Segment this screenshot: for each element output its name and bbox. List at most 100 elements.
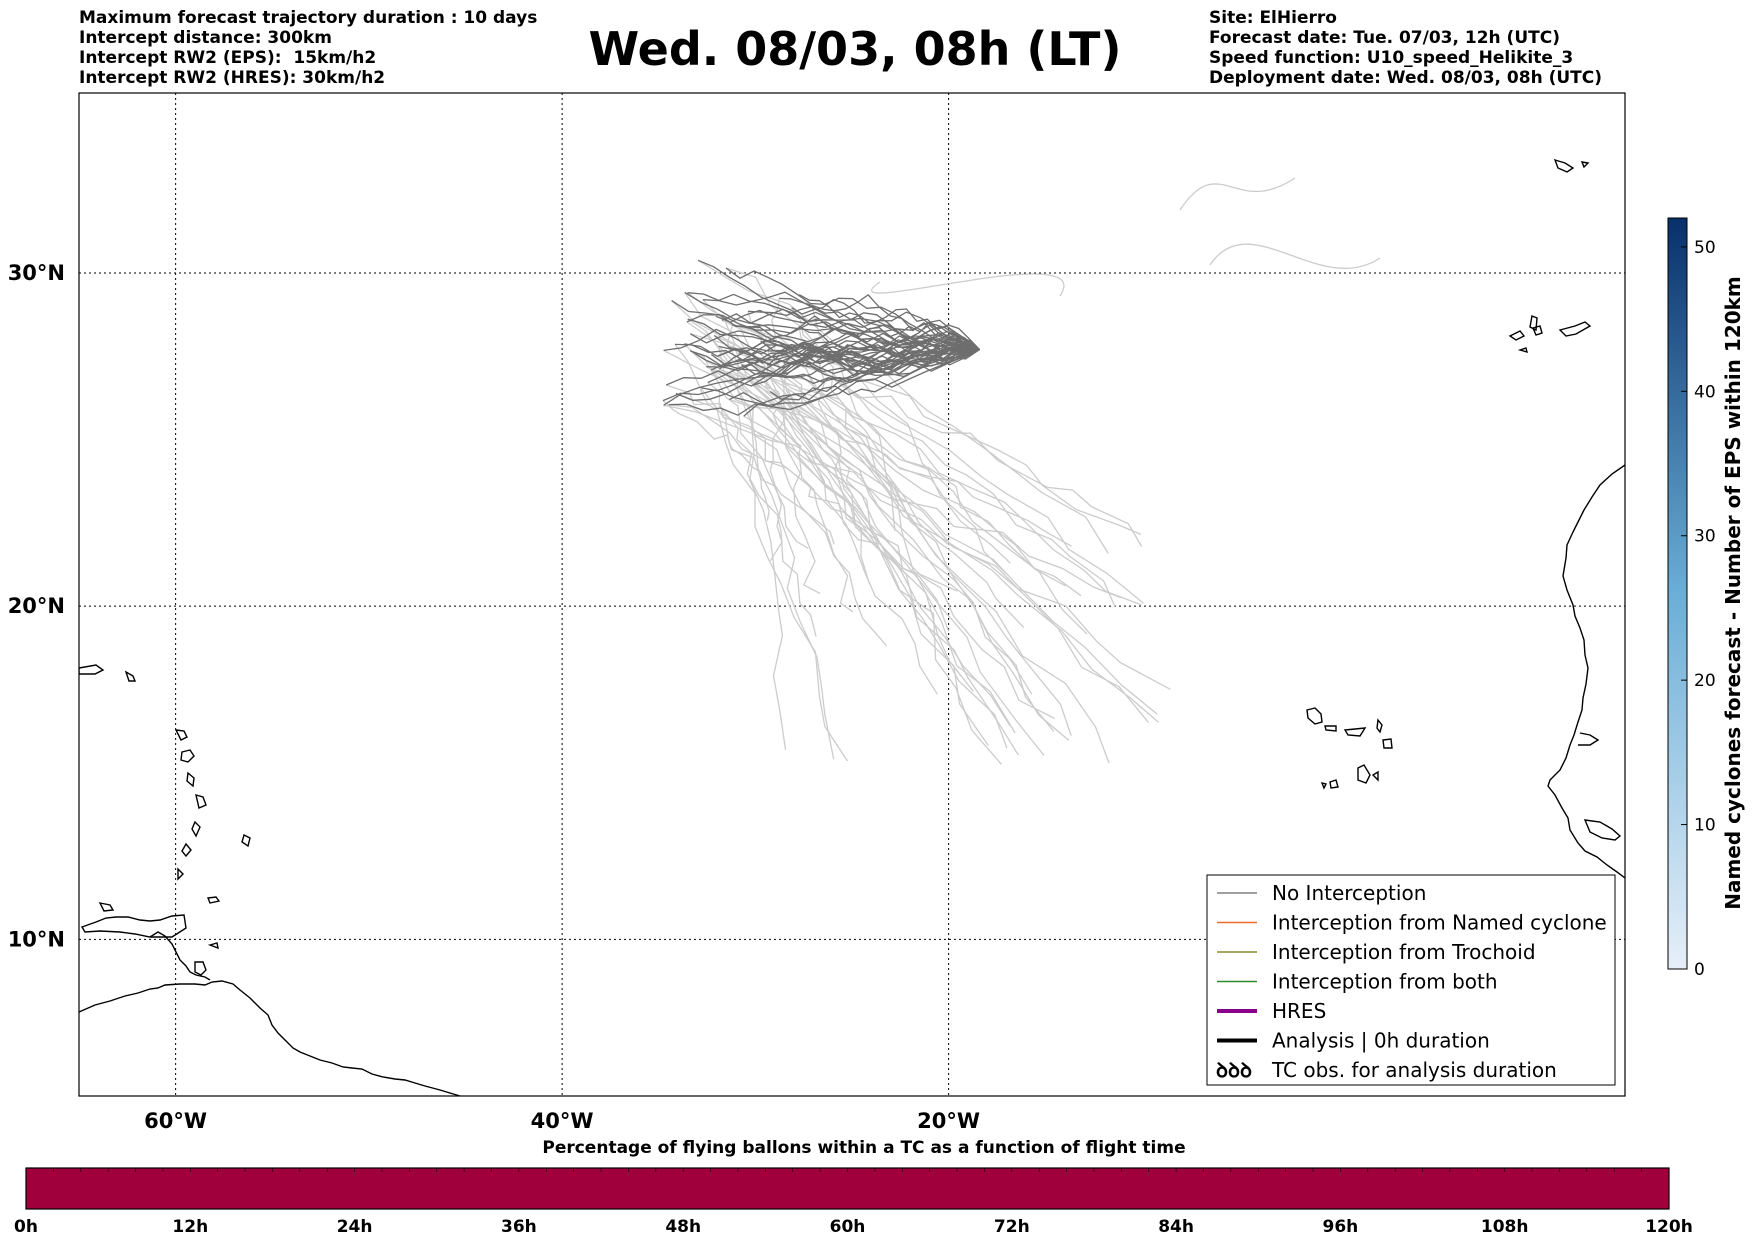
trajectory-faded (1209, 243, 1381, 269)
info-speed-function: Speed function: U10_speed_Helikite_3 (1209, 48, 1574, 68)
latitude-labels: 30°N 20°N 10°N (8, 261, 65, 951)
trajectory-faded (743, 415, 1056, 720)
trajectory-faded (783, 362, 1143, 547)
flight-time-tick-label: 108h (1481, 1217, 1529, 1237)
trajectory-faded (729, 398, 1072, 547)
flight-time-segment (1011, 1168, 1040, 1209)
flight-time-segment (1477, 1168, 1506, 1209)
flight-time-segment (902, 1168, 931, 1209)
flight-time-segment (655, 1168, 684, 1209)
flight-time-segment (1641, 1168, 1670, 1209)
colorbar-tick-label: 50 (1694, 238, 1716, 258)
legend-label: TC obs. for analysis duration (1271, 1058, 1557, 1082)
coastlines (79, 158, 1625, 1096)
flight-time-segment (1121, 1168, 1150, 1209)
flight-time-tick-label: 96h (1323, 1217, 1359, 1237)
flight-time-segment (683, 1168, 712, 1209)
legend-label: Analysis | 0h duration (1272, 1029, 1490, 1053)
map-gridlines (79, 93, 1625, 1096)
flight-time-segment (1586, 1168, 1615, 1209)
flight-time-segment (957, 1168, 985, 1209)
colorbar-tick-label: 10 (1694, 816, 1716, 836)
flight-time-segment (792, 1168, 821, 1209)
flight-time-segment (1504, 1168, 1533, 1209)
flight-time-segment (1313, 1168, 1341, 1209)
island-canary-el-hierro (1517, 347, 1528, 354)
trajectory-faded (684, 292, 1016, 734)
trajectory-dark (684, 337, 980, 357)
flight-time-segment (272, 1168, 301, 1209)
flight-time-segment (628, 1168, 657, 1209)
flight-time-segment (1395, 1168, 1424, 1209)
flight-time-segment (1422, 1168, 1451, 1209)
trajectory-dark (780, 341, 980, 375)
trajectory-faded (769, 390, 854, 613)
flight-time-segment (1203, 1168, 1232, 1209)
legend: No Interception Interception from Named c… (1206, 874, 1616, 1086)
longitude-labels: 60°W 40°W 20°W (144, 1109, 980, 1133)
trajectory-dark (662, 348, 980, 406)
trajectory-faded (725, 267, 1088, 635)
flight-time-segment (1285, 1168, 1314, 1209)
flight-time-segment (381, 1168, 410, 1209)
flight-time-segment (108, 1168, 137, 1209)
flight-time-segment (1559, 1168, 1588, 1209)
trajectory-dark (798, 294, 980, 351)
island-st-lucia (191, 820, 201, 838)
flight-time-segment (1093, 1168, 1122, 1209)
flight-time-segment (245, 1168, 273, 1209)
flight-time-segment (217, 1168, 246, 1209)
island-cape-verde-maio (1371, 770, 1379, 782)
island-tobago (207, 942, 219, 950)
coastline-guinea-bissau (1583, 819, 1622, 841)
flight-time-segment (765, 1168, 794, 1209)
flight-time-segment (601, 1168, 629, 1209)
trajectory-dark (689, 330, 980, 375)
flight-time-tick-label: 12h (172, 1217, 208, 1237)
island-guadeloupe (180, 749, 195, 763)
trajectory-dark (663, 348, 980, 406)
trajectory-faded (689, 349, 809, 549)
flight-time-bar-border (25, 1167, 1670, 1210)
island-cape-verde-brava (1320, 781, 1328, 790)
flight-time-segment (1066, 1168, 1095, 1209)
island-cape-verde-sal (1376, 718, 1383, 734)
island-canary-la-palma (1529, 315, 1538, 332)
flight-time-segment (190, 1168, 219, 1209)
trajectory-dark (684, 291, 980, 351)
trajectory-faded (769, 298, 785, 562)
flight-time-segment (1148, 1168, 1177, 1209)
island-vi (124, 670, 137, 682)
flight-time-segment (518, 1168, 547, 1209)
info-forecast-date: Forecast date: Tue. 07/03, 12h (UTC) (1209, 28, 1560, 48)
trajectory-dark (791, 298, 980, 351)
colorbar-tick-label: 0 (1694, 960, 1705, 980)
coastline-venezuela-east (149, 931, 211, 981)
trajectory-faded (674, 344, 849, 762)
island-cape-verde-fogo (1329, 779, 1339, 789)
flight-time-segment (984, 1168, 1013, 1209)
flight-time-segment (929, 1168, 958, 1209)
flight-time-segment (1367, 1168, 1396, 1209)
island-martinique (195, 794, 207, 809)
legend-label: HRES (1272, 999, 1326, 1023)
coastline-senegal-notch (1578, 732, 1600, 746)
flight-time-segment (53, 1168, 82, 1209)
trajectory-faded (780, 351, 1055, 732)
trajectory-dark (738, 325, 980, 351)
flight-time-segment (1532, 1168, 1560, 1209)
flight-time-bar: Percentage of flying ballons within a TC… (14, 1138, 1693, 1237)
trajectory-dark (743, 342, 980, 417)
flight-time-segment (135, 1168, 164, 1209)
trajectories-no-interception (662, 259, 980, 417)
flight-time-segment (1449, 1168, 1478, 1209)
latitude-label: 20°N (8, 594, 65, 618)
colorbar-title: Named cyclones forecast - Number of EPS … (1721, 276, 1745, 910)
flight-time-segment (464, 1168, 493, 1209)
flight-time-segment (409, 1168, 438, 1209)
colorbar-gradient (1667, 217, 1688, 970)
flight-time-segment (874, 1168, 903, 1209)
longitude-label: 60°W (144, 1109, 207, 1133)
flight-time-segment (436, 1168, 465, 1209)
island-madeira-small (1580, 161, 1590, 169)
